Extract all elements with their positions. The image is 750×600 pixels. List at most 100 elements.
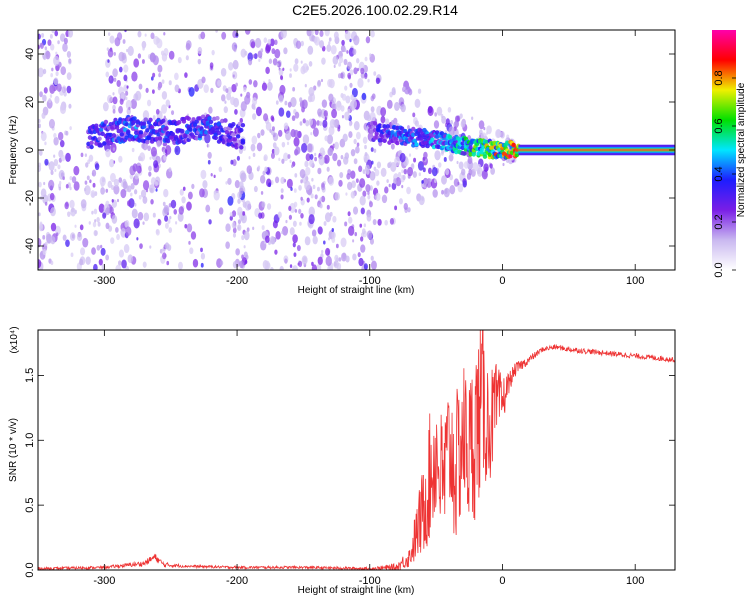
spectrogram-cell <box>50 43 55 51</box>
spectrogram-cell <box>373 71 377 76</box>
spectrogram-cell <box>113 184 120 195</box>
spectrogram-cell <box>225 223 231 232</box>
spectrogram-cell <box>362 169 366 174</box>
spectrogram-cell <box>502 162 505 167</box>
spectrogram-cell <box>353 35 360 46</box>
spectrogram-cell <box>97 221 101 227</box>
spectrogram-cell <box>325 247 331 256</box>
spectrogram-cell <box>213 135 219 141</box>
spectrogram-cell <box>412 112 416 118</box>
spectrogram-cell <box>447 107 452 113</box>
spectrogram-cell <box>285 130 292 141</box>
spectrogram-cell <box>421 182 425 188</box>
spectrogram-cell <box>150 32 155 40</box>
spectrogram-cell <box>74 209 78 214</box>
spectrogram-cell <box>53 136 59 146</box>
spectrogram-cell <box>385 124 391 129</box>
spectrogram-cell <box>40 251 43 256</box>
spectrogram-cell <box>328 237 331 241</box>
spectrogram-cell <box>295 146 301 155</box>
spectrogram-cell <box>235 134 241 139</box>
spectrogram-cell <box>321 99 328 108</box>
spectrogram-cell <box>356 67 360 72</box>
spectrogram-cell <box>184 224 188 229</box>
spectrogram-cell <box>88 154 94 162</box>
spectrogram-cell <box>394 205 398 211</box>
spectrogram-cell <box>58 186 62 191</box>
spectrogram-cell <box>341 115 344 119</box>
spectrogram-cell <box>306 65 309 71</box>
spectrogram-cell <box>273 146 280 156</box>
spectrogram-cell <box>170 131 176 137</box>
spectrogram-cell <box>173 208 178 215</box>
spectrogram-cell <box>73 165 80 176</box>
spectrogram-cell <box>487 152 492 157</box>
spectrogram-cell <box>244 200 252 211</box>
spectrogram-cell <box>174 72 179 81</box>
spectrogram-cell <box>112 147 116 151</box>
spectrogram-cell <box>351 87 358 98</box>
spectrogram-cell <box>230 96 236 106</box>
spectrogram-cell <box>248 79 253 85</box>
spectrogram-cell <box>345 95 351 104</box>
spectrogram-cell <box>341 252 347 262</box>
spectrogram-cell <box>119 98 124 105</box>
spectrogram-cell <box>384 186 389 194</box>
spectrogram-cell <box>344 30 351 41</box>
spectrogram-cell <box>305 119 310 127</box>
spectrogram-cell <box>311 264 318 270</box>
spectrogram-cell <box>94 163 100 171</box>
spectrogram-cell <box>456 160 459 165</box>
spectrogram-cell <box>321 182 325 188</box>
spectrogram-cell <box>418 195 425 206</box>
spectrogram-cell <box>374 135 379 140</box>
spectrogram-cell <box>381 194 388 204</box>
spectrogram-cell <box>370 106 375 113</box>
spectrogram-cell <box>280 30 287 39</box>
spectrogram-cell <box>481 169 488 180</box>
spectrogram-cell <box>406 186 411 195</box>
spectrogram-cell <box>298 260 303 268</box>
spectrogram-cell <box>161 118 166 124</box>
spectrogram-cell <box>361 92 367 101</box>
spectrogram-cell <box>314 36 320 46</box>
spectrogram-cell <box>280 194 284 200</box>
spectrogram-cell <box>301 255 308 265</box>
spectrogram-cell <box>268 182 272 188</box>
snr-x-label: Height of straight line (km) <box>298 585 415 596</box>
spectrogram-cell <box>272 58 278 66</box>
spectrogram-cell <box>54 168 57 173</box>
spectrogram-cell <box>67 211 71 217</box>
spectrogram-cell <box>360 67 365 75</box>
spectrogram-cell <box>44 201 48 206</box>
spectrogram-cell <box>71 176 77 184</box>
spectrogram-cell <box>277 211 282 219</box>
spectrogram-cell <box>44 158 49 166</box>
spectrogram-cell <box>454 149 459 155</box>
spectrogram-cell <box>122 39 126 44</box>
spectrogram-cell <box>287 154 291 159</box>
spectrogram-cell <box>178 261 183 270</box>
spectrogram-cell <box>149 156 152 160</box>
spectrogram-cell <box>50 222 57 232</box>
spectrogram-cell <box>168 80 172 86</box>
spectrogram-cell <box>337 126 341 132</box>
spectrogram-cell <box>253 105 256 110</box>
spectrogram-cell <box>253 53 258 60</box>
spectrogram-cell <box>430 137 435 142</box>
spectrogram-cell <box>290 187 293 191</box>
spectrogram-cell <box>120 188 127 199</box>
spectrogram-cell <box>366 230 373 240</box>
spectrogram-cell <box>306 197 310 203</box>
spectrogram-cell <box>342 133 348 143</box>
spectrogram-cell <box>84 153 88 157</box>
spectrogram-cell <box>91 247 96 255</box>
spectrogram-cell <box>265 121 272 131</box>
spectrogram-cell <box>260 190 264 195</box>
spectrogram-cell <box>413 157 417 163</box>
spectrogram-cell <box>130 192 133 197</box>
spectrogram-cell <box>265 45 271 54</box>
spectrogram-cell <box>144 33 147 37</box>
spectrogram-cell <box>125 226 132 237</box>
spectrogram-cell <box>234 180 240 189</box>
